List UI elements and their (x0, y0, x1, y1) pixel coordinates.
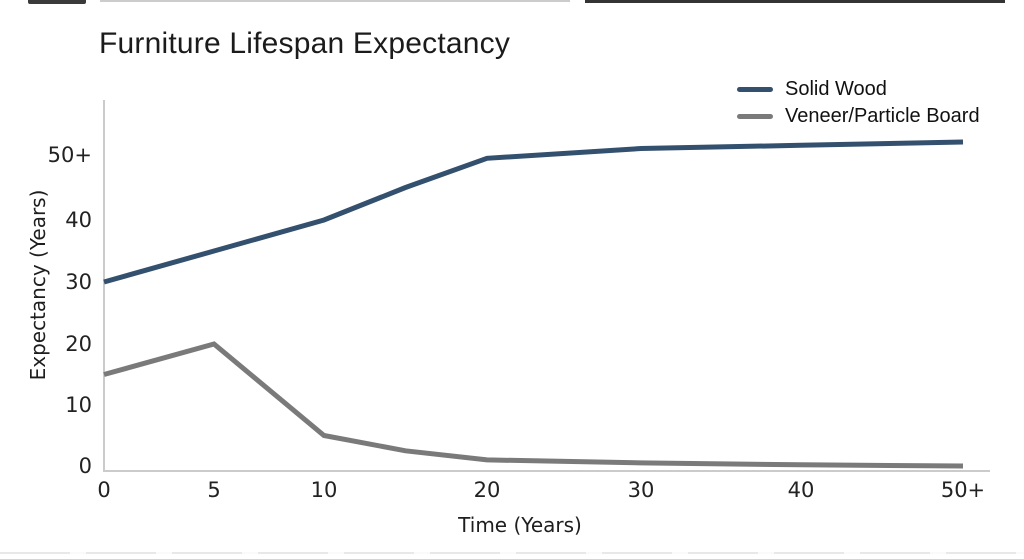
cropped-content-artifact-top-middle (100, 0, 570, 2)
cropped-content-artifact-bottom (0, 552, 1024, 554)
x-tick-label-20: 20 (473, 478, 501, 502)
cropped-content-artifact-top-right (585, 0, 1005, 3)
x-tick-label-30: 30 (627, 478, 655, 502)
x-tick-label-40: 40 (787, 478, 815, 502)
y-tick-label-50+: 50+ (47, 143, 92, 167)
x-tick-label-10: 10 (310, 478, 338, 502)
x-tick-label-0: 0 (97, 478, 111, 502)
legend: Solid Wood Veneer/Particle Board (737, 76, 980, 130)
solid-wood-line-swatch-icon (737, 87, 773, 92)
legend-label-solid-wood: Solid Wood (785, 78, 887, 100)
y-tick-label-30: 30 (65, 270, 92, 294)
y-tick-label-20: 20 (65, 332, 92, 356)
chart-title: Furniture Lifespan Expectancy (99, 27, 511, 60)
x-axis-title: Time (Years) (458, 513, 582, 537)
y-axis-title: Expectancy (Years) (26, 189, 50, 381)
veneer-particle-board-line (103, 341, 964, 469)
veneer-particle-board-line-swatch-icon (737, 114, 773, 119)
y-tick-label-10: 10 (65, 393, 92, 417)
x-tick-label-5: 5 (207, 478, 221, 502)
cropped-content-artifact-top-left (28, 0, 86, 4)
legend-label-veneer-particle-board: Veneer/Particle Board (785, 105, 980, 127)
legend-item-solid-wood: Solid Wood (737, 76, 980, 103)
solid-wood-line (103, 139, 964, 285)
y-tick-label-40: 40 (65, 208, 92, 232)
y-tick-label-0: 0 (78, 454, 92, 478)
x-tick-label-50+: 50+ (940, 478, 986, 502)
legend-item-veneer-particle-board: Veneer/Particle Board (737, 103, 980, 130)
